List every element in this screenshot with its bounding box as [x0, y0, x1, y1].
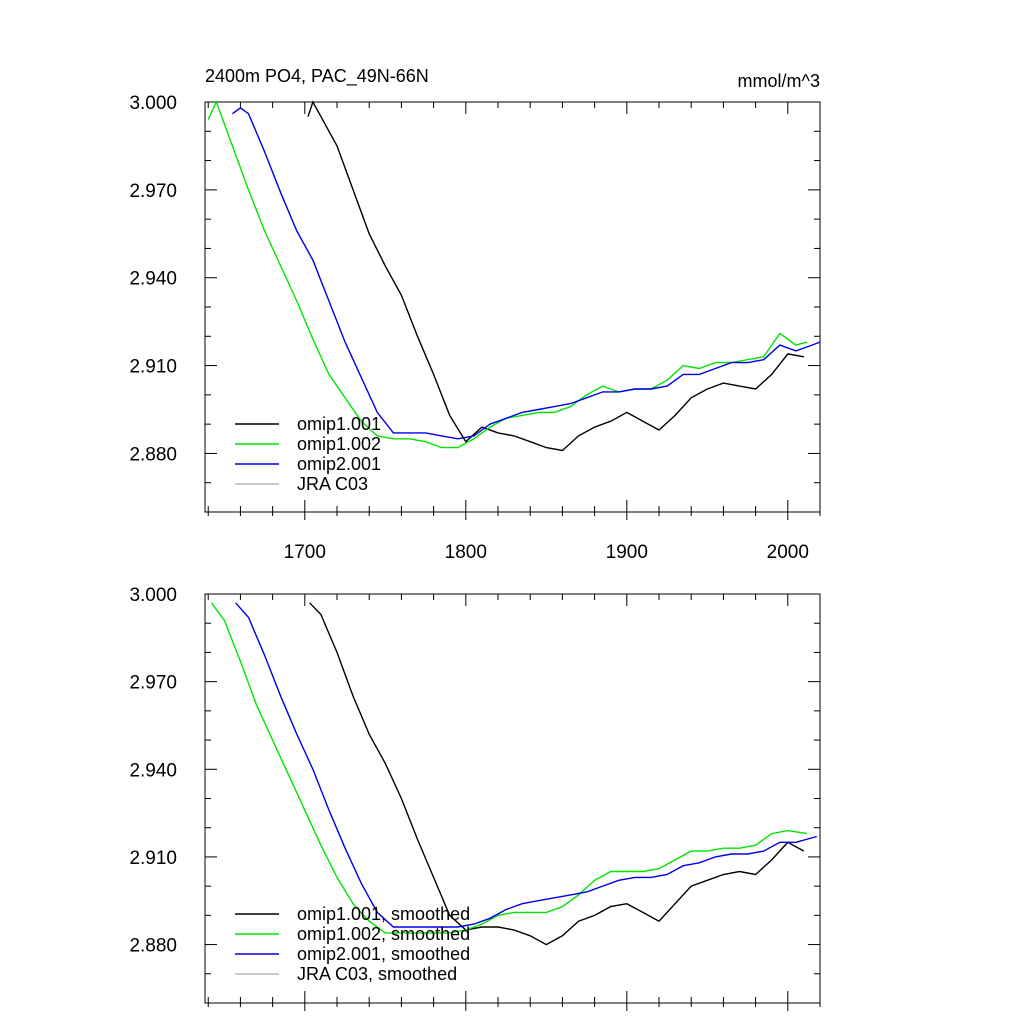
series-line: [231, 107, 820, 440]
y-tick-label: 3.000: [129, 93, 177, 114]
y-tick-label: 2.940: [129, 269, 177, 290]
legend-label: JRA C03, smoothed: [297, 964, 457, 984]
legend-label: omip1.002: [297, 434, 381, 454]
y-tick-label: 3.000: [129, 585, 177, 606]
y-tick-label: 2.910: [129, 848, 177, 869]
legend-label: omip1.001: [297, 414, 381, 434]
series-line: [207, 100, 808, 449]
y-tick-label: 2.970: [129, 673, 177, 694]
x-tick-label: 1900: [606, 542, 648, 563]
legend-label: JRA C03: [297, 474, 368, 494]
chart-title: 2400m PO4, PAC_49N-66N: [205, 66, 429, 87]
legend-label: omip1.002, smoothed: [297, 924, 470, 944]
top-panel: 2.880 2.910 2.940 2.970 3.000 1700 1800 1900 200…: [129, 93, 821, 563]
series-line: [307, 100, 805, 452]
series-line: [309, 602, 805, 946]
legend-label: omip2.001: [297, 454, 381, 474]
y-tick-label: 2.880: [129, 936, 177, 957]
y-tick-label: 2.910: [129, 357, 177, 378]
legend-label: omip1.001, smoothed: [297, 904, 470, 924]
series-line: [235, 602, 817, 928]
legend-label: omip2.001, smoothed: [297, 944, 470, 964]
x-tick-label: 1800: [445, 542, 487, 563]
y-tick-label: 2.880: [129, 444, 177, 465]
x-tick-label: 1700: [284, 542, 326, 563]
series-line: [210, 602, 808, 934]
x-tick-label: 2000: [767, 542, 809, 563]
bottom-panel: 2.880 2.910 2.940 2.970 3.000 omip1.001, smoo…: [129, 585, 821, 1011]
y-tick-label: 2.970: [129, 181, 177, 202]
units-label: mmol/m^3: [738, 71, 820, 91]
y-tick-label: 2.940: [129, 760, 177, 781]
